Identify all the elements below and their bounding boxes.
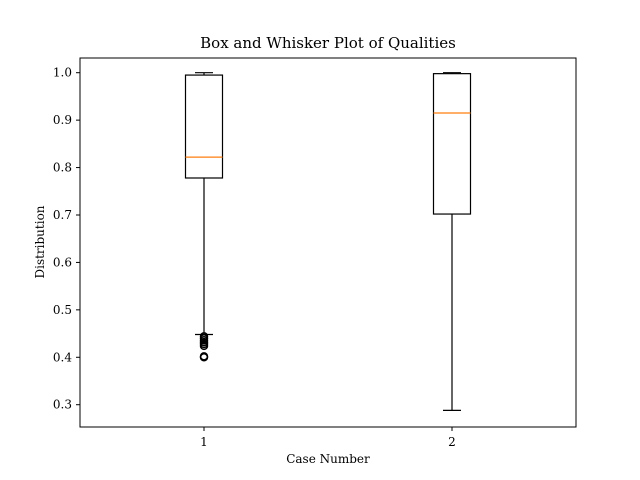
y-axis: 0.3 0.4 0.5 0.6 0.7 0.8 0.9 1.0 [53,66,80,412]
y-tick-label: 0.7 [53,208,72,222]
y-tick-label: 0.4 [53,350,72,364]
y-tick-label: 0.5 [53,303,72,317]
y-axis-label: Distribution [33,205,47,278]
outlier-point [199,353,209,362]
y-tick-label: 0.9 [53,113,72,127]
box-body [432,73,472,215]
y-tick-label: 0.8 [53,161,72,175]
outlier-point [199,341,209,351]
x-tick-label: 2 [448,435,456,449]
y-tick-label: 1.0 [53,66,72,80]
box-2 [432,72,472,411]
y-tick-label: 0.3 [53,398,72,412]
plot-marks [184,72,472,411]
box-1 [184,72,224,362]
y-tick-label: 0.6 [53,255,72,269]
x-tick-label: 1 [200,435,208,449]
plot-frame [79,57,577,428]
x-axis-label: Case Number [286,452,370,466]
box-body [184,74,224,179]
chart-title: Box and Whisker Plot of Qualities [200,34,456,52]
